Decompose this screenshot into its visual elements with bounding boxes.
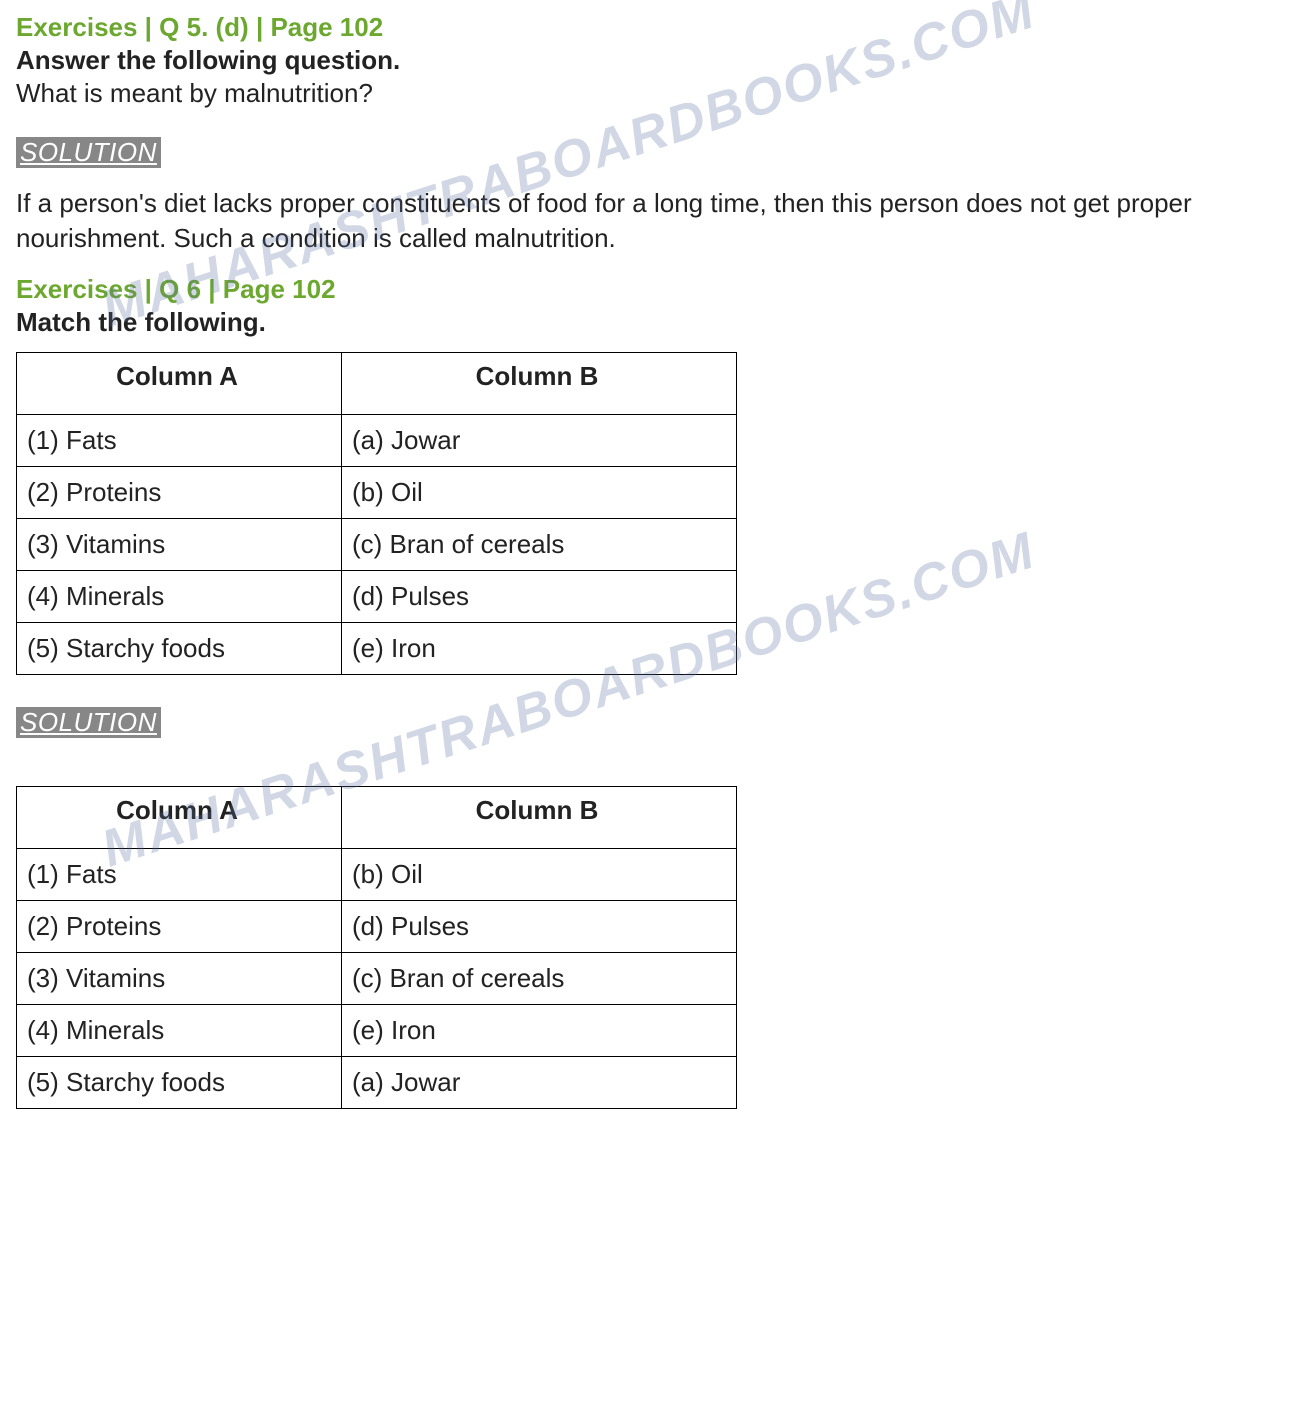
solution-badge: SOLUTION <box>16 137 161 168</box>
table-row: (2) Proteins (b) Oil <box>17 467 737 519</box>
question-instruction: Answer the following question. <box>16 45 1275 76</box>
table-cell: (e) Iron <box>342 1005 737 1057</box>
table-row: (1) Fats (a) Jowar <box>17 415 737 467</box>
table-cell: (5) Starchy foods <box>17 1057 342 1109</box>
table-row: (4) Minerals (e) Iron <box>17 1005 737 1057</box>
table-cell: (5) Starchy foods <box>17 623 342 675</box>
match-solution-table: Column A Column B (1) Fats (b) Oil (2) P… <box>16 786 737 1109</box>
table-cell: (d) Pulses <box>342 571 737 623</box>
table-header: Column B <box>342 787 737 849</box>
table-cell: (a) Jowar <box>342 1057 737 1109</box>
question-header: Exercises | Q 6 | Page 102 <box>16 274 1275 305</box>
table-cell: (2) Proteins <box>17 901 342 953</box>
table-row: (5) Starchy foods (e) Iron <box>17 623 737 675</box>
table-cell: (c) Bran of cereals <box>342 953 737 1005</box>
table-cell: (c) Bran of cereals <box>342 519 737 571</box>
table-cell: (3) Vitamins <box>17 953 342 1005</box>
table-cell: (4) Minerals <box>17 1005 342 1057</box>
table-cell: (4) Minerals <box>17 571 342 623</box>
table-header: Column A <box>17 787 342 849</box>
table-cell: (1) Fats <box>17 849 342 901</box>
question-instruction: Match the following. <box>16 307 1275 338</box>
question-text: What is meant by malnutrition? <box>16 78 1275 109</box>
table-header: Column A <box>17 353 342 415</box>
table-cell: (2) Proteins <box>17 467 342 519</box>
table-row: (1) Fats (b) Oil <box>17 849 737 901</box>
answer-text: If a person's diet lacks proper constitu… <box>16 186 1275 256</box>
table-row: (4) Minerals (d) Pulses <box>17 571 737 623</box>
table-cell: (1) Fats <box>17 415 342 467</box>
question-header: Exercises | Q 5. (d) | Page 102 <box>16 12 1275 43</box>
match-question-table: Column A Column B (1) Fats (a) Jowar (2)… <box>16 352 737 675</box>
table-row: (5) Starchy foods (a) Jowar <box>17 1057 737 1109</box>
table-row: (3) Vitamins (c) Bran of cereals <box>17 519 737 571</box>
table-cell: (a) Jowar <box>342 415 737 467</box>
table-row: (3) Vitamins (c) Bran of cereals <box>17 953 737 1005</box>
table-cell: (d) Pulses <box>342 901 737 953</box>
table-header: Column B <box>342 353 737 415</box>
table-cell: (3) Vitamins <box>17 519 342 571</box>
table-cell: (b) Oil <box>342 467 737 519</box>
table-cell: (e) Iron <box>342 623 737 675</box>
table-cell: (b) Oil <box>342 849 737 901</box>
solution-badge: SOLUTION <box>16 707 161 738</box>
table-row: (2) Proteins (d) Pulses <box>17 901 737 953</box>
